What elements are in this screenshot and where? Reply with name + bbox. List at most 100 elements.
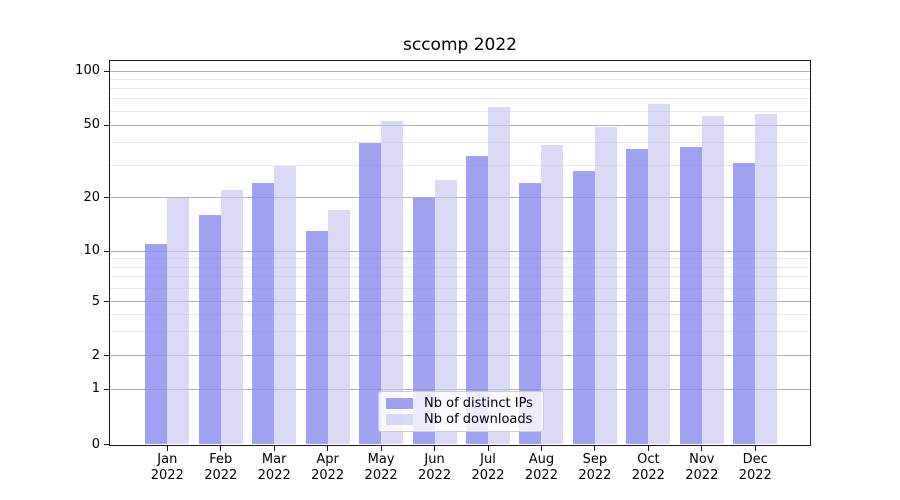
bar-nb-of-distinct-ips-oct-2022 <box>626 149 649 445</box>
bar-nb-of-distinct-ips-feb-2022 <box>198 214 221 445</box>
gridline-minor-90 <box>110 78 810 80</box>
bar-nb-of-distinct-ips-dec-2022 <box>733 163 756 445</box>
legend-entry-nb-of-downloads: Nb of downloads <box>386 412 537 428</box>
gridline-minor-80 <box>110 87 810 89</box>
gridline-100 <box>110 70 810 72</box>
bar-nb-of-distinct-ips-may-2022 <box>359 142 382 445</box>
bar-nb-of-downloads-jun-2022 <box>434 180 457 445</box>
x-tick-label-line: 2022 <box>578 467 612 483</box>
legend-swatch-nb-of-distinct-ips <box>386 398 413 410</box>
x-tick-label-line: Feb <box>209 451 233 467</box>
x-tick-label-line: 2022 <box>471 467 505 483</box>
y-tick-1 <box>104 388 109 390</box>
x-tick-mar-2022 <box>273 445 275 451</box>
x-tick-label-line: Mar <box>261 451 287 467</box>
x-tick-label-line: Jan <box>157 451 178 467</box>
gridline-minor-3 <box>110 331 810 333</box>
x-tick-may-2022 <box>380 445 382 451</box>
gridline-5 <box>110 301 810 302</box>
x-tick-label-line: Apr <box>316 451 339 467</box>
y-tick-10 <box>104 250 109 252</box>
x-tick-label-sep-2022: Sep 2022 <box>563 452 627 484</box>
x-tick-dec-2022 <box>754 445 756 451</box>
bar-nb-of-downloads-may-2022 <box>381 120 404 445</box>
bar-nb-of-downloads-oct-2022 <box>648 103 671 445</box>
y-tick-label-20: 20 <box>83 189 100 205</box>
x-tick-label-line: 2022 <box>685 467 719 483</box>
x-tick-label-aug-2022: Aug 2022 <box>509 452 573 484</box>
gridline-1 <box>110 388 810 390</box>
bar-nb-of-distinct-ips-apr-2022 <box>305 230 328 445</box>
bar-nb-of-downloads-sep-2022 <box>594 126 617 445</box>
gridline-minor-9 <box>110 258 810 260</box>
x-tick-label-line: 2022 <box>311 467 345 483</box>
gridline-minor-7 <box>110 276 810 278</box>
x-tick-label-line: 2022 <box>257 467 291 483</box>
x-tick-oct-2022 <box>647 445 649 451</box>
legend-label-nb-of-distinct-ips: Nb of distinct IPs <box>424 396 533 412</box>
x-tick-label-feb-2022: Feb 2022 <box>189 452 253 484</box>
gridline-2 <box>110 355 810 356</box>
gridline-20 <box>110 197 810 199</box>
spine-left <box>109 60 110 446</box>
bar-nb-of-distinct-ips-sep-2022 <box>572 171 595 445</box>
x-tick-label-apr-2022: Apr 2022 <box>296 452 360 484</box>
legend-entry-nb-of-distinct-ips: Nb of distinct IPs <box>386 396 537 412</box>
x-tick-label-line: Nov <box>689 451 715 467</box>
x-tick-label-line: 2022 <box>204 467 238 483</box>
bar-nb-of-downloads-mar-2022 <box>274 165 297 445</box>
legend-swatch-nb-of-downloads <box>386 413 413 425</box>
x-tick-jul-2022 <box>487 445 489 451</box>
x-tick-apr-2022 <box>327 445 329 451</box>
y-tick-5 <box>104 301 109 302</box>
gridline-10 <box>110 250 810 252</box>
y-tick-label-2: 2 <box>91 347 100 363</box>
y-tick-label-1: 1 <box>91 381 100 396</box>
gridline-minor-40 <box>110 142 810 144</box>
spine-top <box>109 59 811 61</box>
bar-nb-of-distinct-ips-mar-2022 <box>252 183 275 445</box>
x-tick-label-line: 2022 <box>150 467 184 483</box>
bar-nb-of-downloads-jul-2022 <box>488 107 510 445</box>
y-tick-label-0: 0 <box>91 436 100 452</box>
x-tick-label-line: Oct <box>637 451 660 467</box>
gridline-minor-6 <box>110 287 810 289</box>
x-tick-aug-2022 <box>540 445 542 451</box>
y-tick-100 <box>104 70 109 72</box>
x-tick-label-line: 2022 <box>418 467 452 483</box>
gridline-minor-30 <box>110 165 810 167</box>
x-tick-jun-2022 <box>434 445 436 451</box>
legend: Nb of distinct IPs Nb of downloads <box>378 391 544 432</box>
x-tick-label-mar-2022: Mar 2022 <box>242 452 306 484</box>
x-tick-label-line: 2022 <box>738 467 772 483</box>
bar-nb-of-distinct-ips-jul-2022 <box>466 155 488 445</box>
spine-bottom <box>109 444 811 446</box>
bar-nb-of-downloads-aug-2022 <box>541 144 564 445</box>
x-tick-label-line: Aug <box>528 451 555 467</box>
x-tick-label-jan-2022: Jan 2022 <box>135 452 199 484</box>
bar-nb-of-distinct-ips-jun-2022 <box>412 197 435 445</box>
y-tick-label-10: 10 <box>83 243 100 258</box>
y-tick-50 <box>104 124 109 126</box>
gridline-minor-60 <box>110 110 810 112</box>
bar-nb-of-downloads-nov-2022 <box>701 116 724 445</box>
y-tick-0 <box>104 444 109 445</box>
x-tick-jan-2022 <box>166 445 168 451</box>
x-tick-label-jul-2022: Jul 2022 <box>456 452 520 484</box>
bar-nb-of-distinct-ips-nov-2022 <box>679 147 702 445</box>
bar-nb-of-distinct-ips-jan-2022 <box>145 243 168 445</box>
x-tick-label-may-2022: May 2022 <box>349 452 413 484</box>
legend-label-nb-of-downloads: Nb of downloads <box>424 411 533 427</box>
bar-nb-of-downloads-feb-2022 <box>220 190 243 445</box>
y-tick-label-5: 5 <box>91 293 100 309</box>
x-tick-label-line: 2022 <box>364 467 398 483</box>
x-tick-label-oct-2022: Oct 2022 <box>616 452 680 484</box>
x-tick-label-dec-2022: Dec 2022 <box>723 452 787 484</box>
x-tick-label-line: Sep <box>582 451 608 467</box>
x-tick-feb-2022 <box>220 445 222 451</box>
gridline-minor-8 <box>110 266 810 268</box>
x-tick-label-line: May <box>367 451 395 467</box>
x-tick-sep-2022 <box>594 445 596 451</box>
gridline-minor-4 <box>110 314 810 316</box>
